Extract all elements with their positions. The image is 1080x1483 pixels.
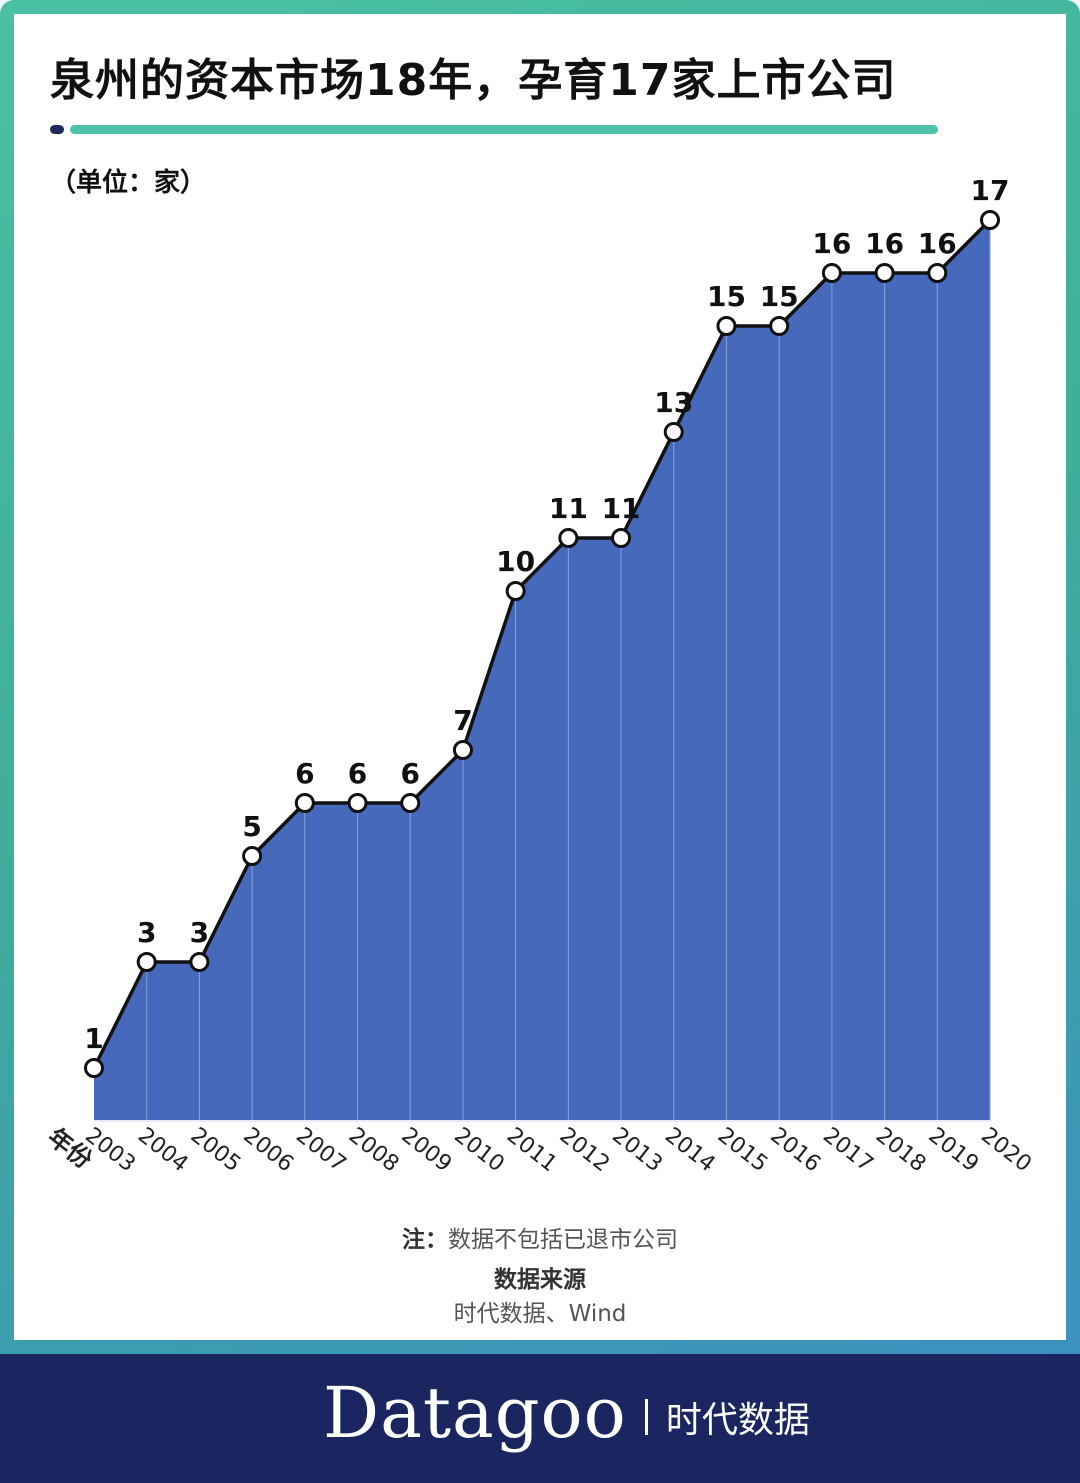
x-tick-label-2008: 2008: [344, 1123, 404, 1177]
data-point-2014: [663, 422, 684, 442]
data-label-2003: 1: [84, 1022, 103, 1055]
title-rule-bar: [70, 125, 938, 134]
brand-separator: [644, 1399, 648, 1435]
data-point-2013: [611, 528, 632, 548]
chart-title: 泉州的资本市场18年，孕育17家上市公司: [50, 55, 897, 106]
data-point-2017: [821, 263, 842, 283]
footer-bar: [0, 1354, 1080, 1483]
data-point-2008: [347, 793, 368, 813]
data-point-2006: [242, 846, 263, 866]
note-label: 注：: [402, 1227, 448, 1253]
data-label-2020: 17: [971, 174, 1010, 207]
data-label-2011: 10: [496, 545, 535, 578]
brand-name-cn: 时代数据: [665, 1400, 810, 1441]
data-point-2020: [980, 210, 1000, 230]
x-tick-label-2012: 2012: [555, 1123, 615, 1177]
data-label-2006: 5: [242, 810, 261, 843]
data-point-2011: [505, 581, 526, 601]
x-tick-label-2015: 2015: [713, 1123, 773, 1177]
x-tick-label-2019: 2019: [924, 1123, 984, 1177]
data-label-2015: 15: [707, 280, 746, 313]
data-label-2019: 16: [918, 227, 957, 260]
brand-name: Datagoo: [323, 1372, 627, 1454]
x-tick-label-2004: 2004: [133, 1123, 193, 1177]
data-label-2007: 6: [295, 757, 314, 790]
data-point-2003: [84, 1058, 104, 1078]
x-tick-label-2018: 2018: [871, 1123, 931, 1177]
data-label-2017: 16: [812, 227, 851, 260]
data-point-2012: [558, 528, 579, 548]
x-tick-label-2007: 2007: [291, 1123, 351, 1177]
data-label-2013: 11: [602, 492, 641, 525]
data-point-2010: [452, 740, 473, 760]
data-label-2008: 6: [348, 757, 367, 790]
data-point-2004: [136, 952, 157, 972]
data-point-2019: [927, 263, 948, 283]
x-tick-label-2011: 2011: [502, 1123, 562, 1177]
data-point-2015: [716, 316, 737, 336]
data-point-2018: [874, 263, 895, 283]
note-text: 数据不包括已退市公司: [448, 1227, 678, 1253]
x-tick-label-2006: 2006: [238, 1123, 298, 1177]
source-title: 数据来源: [494, 1267, 586, 1293]
data-label-2005: 3: [190, 916, 209, 949]
area-fill: [94, 220, 990, 1121]
data-point-2007: [294, 793, 315, 813]
data-point-2005: [189, 952, 210, 972]
x-tick-label-2020: 2020: [976, 1123, 1036, 1177]
data-label-2016: 15: [760, 280, 799, 313]
data-point-2009: [400, 793, 421, 813]
data-label-2004: 3: [137, 916, 156, 949]
data-point-2016: [769, 316, 790, 336]
data-label-2014: 13: [654, 386, 693, 419]
data-label-2012: 11: [549, 492, 588, 525]
x-tick-label-2005: 2005: [186, 1123, 246, 1177]
source-text: 时代数据、Wind: [453, 1301, 627, 1327]
x-tick-label-2016: 2016: [765, 1123, 825, 1177]
x-tick-label-2009: 2009: [397, 1123, 457, 1177]
data-label-2009: 6: [400, 757, 419, 790]
data-label-2018: 16: [865, 227, 904, 260]
note-line: 注：数据不包括已退市公司: [0, 1220, 1080, 1254]
x-tick-label-2014: 2014: [660, 1123, 720, 1177]
x-tick-label-2010: 2010: [449, 1123, 509, 1177]
x-tick-label-2013: 2013: [607, 1123, 667, 1177]
title-rule-dot: [50, 125, 64, 134]
data-label-2010: 7: [453, 704, 472, 737]
brand-logo: Datagoo 时代数据: [323, 1368, 810, 1458]
x-tick-label-2017: 2017: [818, 1123, 878, 1177]
unit-label: （单位：家）: [50, 168, 207, 198]
